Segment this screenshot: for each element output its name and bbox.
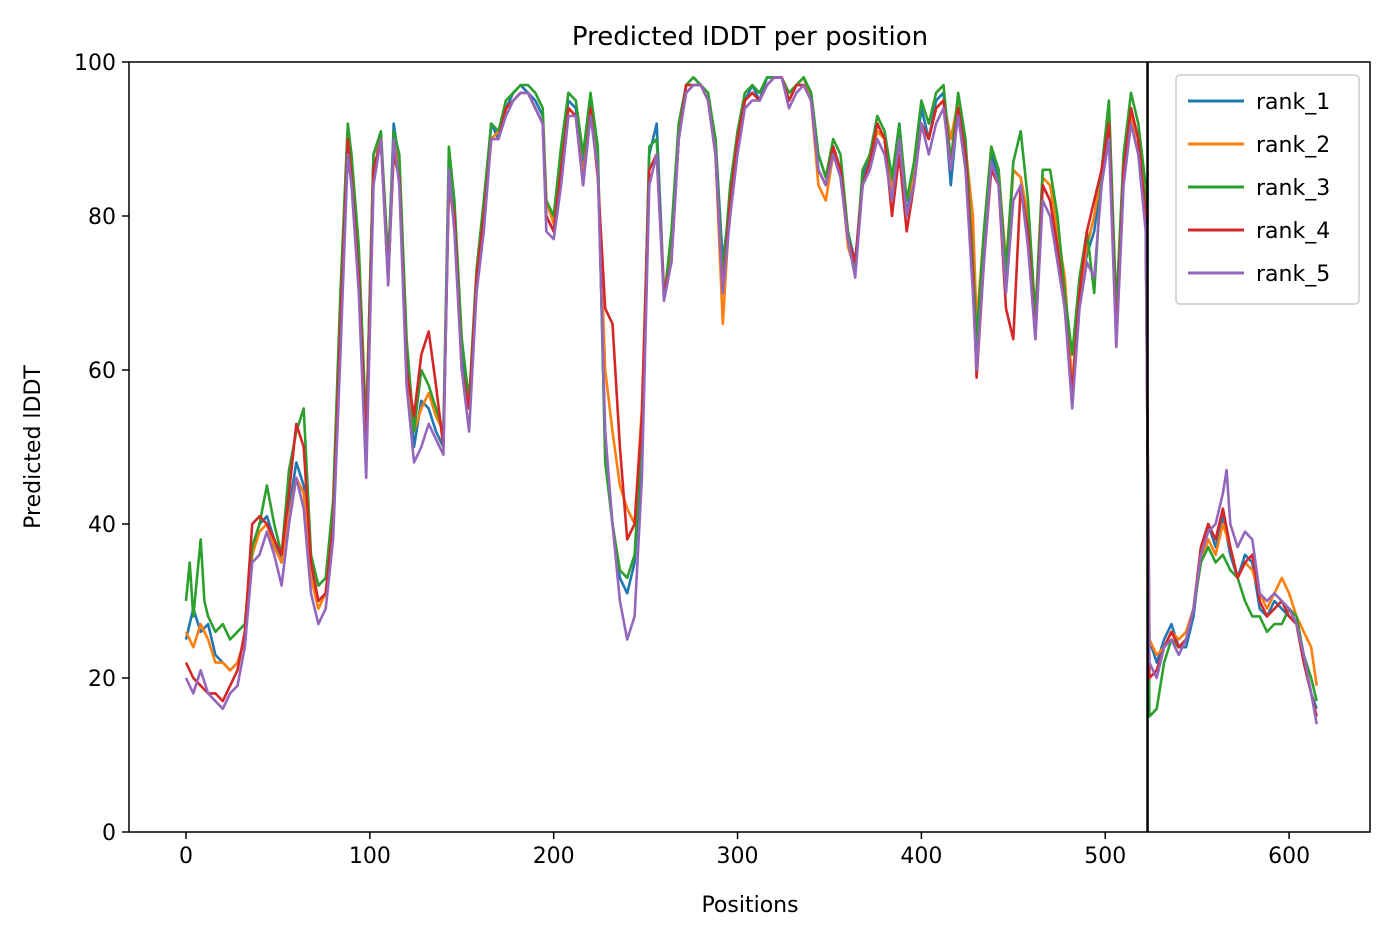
series-layer <box>184 76 1318 725</box>
legend-box <box>1175 74 1360 305</box>
chart-title: Predicted lDDT per position <box>572 22 928 52</box>
y-tick-label: 0 <box>102 821 116 846</box>
legend: rank_1 rank_2 rank_3 rank_4 rank_5 <box>1175 74 1360 305</box>
x-axis-title: Positions <box>701 893 798 918</box>
legend-label-rank_1: rank_1 <box>1256 90 1330 115</box>
y-tick-label: 80 <box>88 205 116 230</box>
y-tick-label: 20 <box>88 667 116 692</box>
y-tick-label: 100 <box>74 51 116 76</box>
x-tick-label: 600 <box>1268 844 1310 869</box>
x-tick-label: 400 <box>900 844 942 869</box>
y-axis-title: Predicted lDDT <box>21 365 46 529</box>
x-tick-label: 200 <box>533 844 575 869</box>
series-line-rank_4 <box>184 76 1318 717</box>
x-tick-label: 0 <box>179 844 193 869</box>
y-tick-label: 40 <box>88 513 116 538</box>
x-axis: 0 100 200 300 400 500 600 <box>179 832 1310 869</box>
series-line-rank_3 <box>184 76 1318 718</box>
x-tick-label: 500 <box>1084 844 1126 869</box>
x-tick-label: 300 <box>717 844 759 869</box>
y-axis: 0 20 40 60 80 100 <box>74 51 129 846</box>
legend-label-rank_4: rank_4 <box>1256 219 1330 244</box>
legend-label-rank_3: rank_3 <box>1256 176 1330 201</box>
legend-label-rank_5: rank_5 <box>1256 262 1330 287</box>
x-tick-label: 100 <box>349 844 391 869</box>
y-tick-label: 60 <box>88 359 116 384</box>
legend-label-rank_2: rank_2 <box>1256 133 1330 158</box>
plot-frame <box>128 61 1371 833</box>
series-line-rank_5 <box>184 76 1318 725</box>
